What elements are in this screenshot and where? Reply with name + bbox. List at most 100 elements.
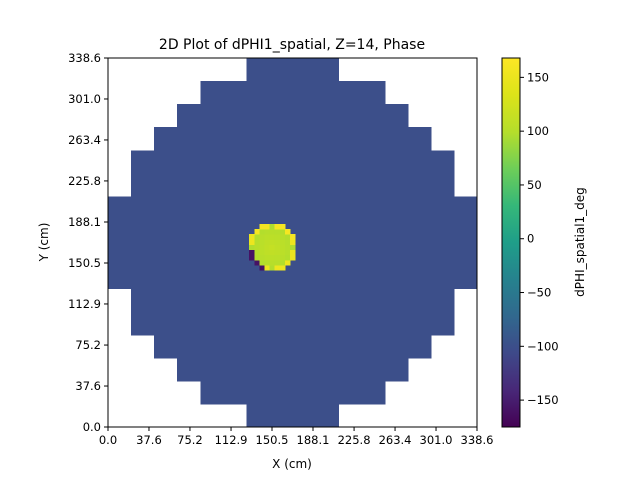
heatmap-cell [361,219,386,244]
heatmap-cell [177,334,201,359]
heatmap-cell [361,150,386,174]
heatmap-cell [361,127,386,151]
heatmap-cell [223,380,247,405]
heatmap-cell [453,219,478,244]
heatmap-cell [315,288,340,313]
heatmap-cell [223,127,247,151]
heatmap-cell [338,380,363,405]
x-tick-label: 301.0 [420,433,453,447]
heatmap-hotspot-cell [269,249,276,256]
heatmap-hotspot-cell [264,249,271,256]
heatmap-cell [384,173,409,197]
heatmap-cell [269,104,294,128]
heatmap-cell [384,219,409,244]
heatmap-cell [338,104,363,128]
heatmap-cell [177,104,201,128]
heatmap-cell [154,334,178,359]
heatmap-cell [292,265,317,290]
heatmap-hotspot-cell [259,259,265,266]
heatmap-cell [246,196,271,221]
heatmap-cell [407,127,432,151]
heatmap-cell [315,58,340,82]
heatmap-cell [407,265,432,290]
heatmap-cell [269,403,294,428]
heatmap-cell [246,357,271,382]
heatmap-hotspot-cell [269,229,276,235]
heatmap-cell [223,334,247,359]
y-tick-label: 112.9 [68,297,101,311]
heatmap-cell [177,265,201,290]
x-tick-label: 188.1 [297,433,330,447]
heatmap-cell [269,81,294,105]
x-tick-label: 37.6 [136,433,162,447]
heatmap-cell [154,311,178,336]
heatmap-cell [223,242,247,267]
heatmap-cell [430,265,455,290]
heatmap-cell [315,380,340,405]
heatmap-cell [223,104,247,128]
heatmap-hotspot-cell [290,244,296,251]
heatmap-hotspot-cell [284,254,291,261]
heatmap-hotspot-cell [279,239,286,245]
heatmap-cell [361,81,386,105]
heatmap-hotspot-cell [290,254,296,261]
heatmap-cell [315,219,340,244]
heatmap-cell [200,357,224,382]
heatmap-cell [338,288,363,313]
heatmap-cell [292,196,317,221]
heatmap-cell [200,219,224,244]
heatmap-cell [200,288,224,313]
heatmap-cell [131,173,155,197]
heatmap-cell [131,196,155,221]
heatmap-hotspot-cell [259,239,265,245]
heatmap-cell [292,58,317,82]
colorbar-gradient [501,57,521,428]
heatmap-cell [361,196,386,221]
colorbar-tick-label: 100 [527,124,549,138]
heatmap-cell [384,242,409,267]
y-axis: 0.0 37.6 75.2 112.9 150.5 188.1 225.8 263.4 301.… [68,51,108,434]
y-axis-label: Y (cm) [37,223,51,263]
heatmap-cell [246,311,271,336]
heatmap-hotspot-cell [249,249,255,256]
heatmap-cell [361,380,386,405]
heatmap-cell [108,196,132,221]
heatmap-hotspot-cell [254,259,260,266]
heatmap-cell [384,196,409,221]
heatmap-cell [269,196,294,221]
heatmap-cell [338,173,363,197]
plot-area-frame [107,57,478,428]
heatmap-hotspot-cell [284,259,291,266]
heatmap-cell [430,288,455,313]
heatmap-hotspot-cell [274,229,281,235]
heatmap-cell [177,357,201,382]
heatmap-cell [292,173,317,197]
heatmap-cell [384,150,409,174]
x-tick-label: 225.8 [338,433,371,447]
heatmap-cell [269,334,294,359]
heatmap-cell [407,288,432,313]
heatmap-cell [131,242,155,267]
heatmap-cell [223,81,247,105]
heatmap-cell [246,265,271,290]
heatmap-cell [292,242,317,267]
heatmap-hotspot-cell [254,229,260,235]
heatmap-cell [315,357,340,382]
heatmap-cell [223,219,247,244]
heatmap-cell [223,265,247,290]
heatmap-cell [108,242,132,267]
heatmap-cell [384,288,409,313]
heatmap-cell [407,334,432,359]
heatmap-hotspot-cell [269,223,276,230]
heatmap-hotspot-cell [259,254,265,261]
heatmap-hotspot-cell [264,229,271,235]
heatmap-hotspot-cell [274,239,281,245]
y-tick-label: 225.8 [68,174,101,188]
heatmap-cell [177,219,201,244]
heatmap-cell [200,81,224,105]
heatmap-cell [315,334,340,359]
heatmap-cell [269,150,294,174]
heatmap-cell [338,127,363,151]
heatmap-cell [315,81,340,105]
heatmap-cell [269,265,294,290]
